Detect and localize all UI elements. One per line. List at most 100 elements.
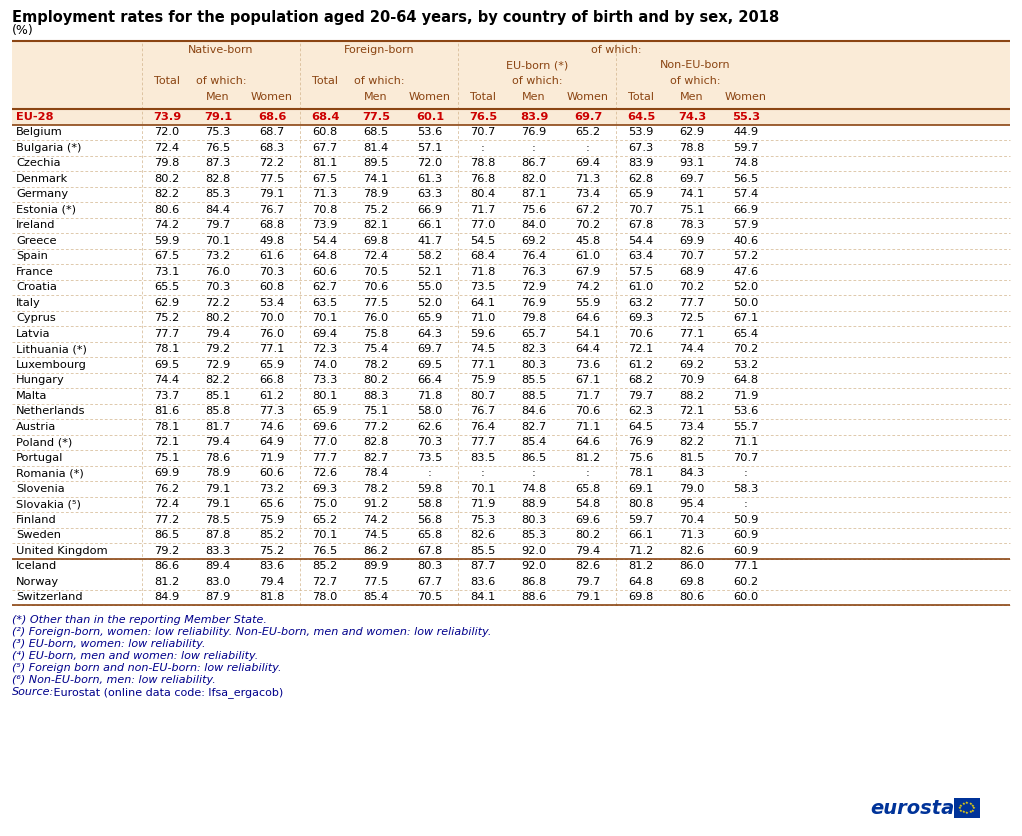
Text: 75.8: 75.8 — [363, 329, 388, 339]
Text: 75.3: 75.3 — [205, 127, 231, 137]
Text: 82.1: 82.1 — [364, 220, 388, 230]
Text: Belgium: Belgium — [16, 127, 62, 137]
Text: 80.2: 80.2 — [575, 530, 601, 540]
Text: 71.1: 71.1 — [734, 437, 758, 447]
Text: 60.9: 60.9 — [734, 546, 758, 556]
Text: 73.4: 73.4 — [680, 421, 704, 431]
Bar — [12, 512, 1010, 528]
Text: 73.2: 73.2 — [260, 484, 284, 494]
Text: (⁴) EU-born, men and women: low reliability.: (⁴) EU-born, men and women: low reliabil… — [12, 651, 259, 661]
Text: 69.2: 69.2 — [680, 359, 704, 370]
Text: 72.0: 72.0 — [154, 127, 180, 137]
Text: 70.4: 70.4 — [680, 515, 704, 525]
Text: Total: Total — [628, 92, 654, 102]
Text: :: : — [428, 468, 432, 478]
Text: 79.1: 79.1 — [205, 484, 231, 494]
Text: 66.8: 66.8 — [260, 375, 284, 385]
Text: 64.8: 64.8 — [313, 252, 337, 261]
Text: 69.7: 69.7 — [417, 344, 443, 354]
Text: 70.3: 70.3 — [205, 283, 231, 293]
Bar — [12, 140, 1010, 155]
Text: Norway: Norway — [16, 577, 59, 587]
Text: 63.4: 63.4 — [629, 252, 653, 261]
Bar — [12, 279, 1010, 295]
Text: 75.6: 75.6 — [629, 453, 654, 463]
Text: Foreign-born: Foreign-born — [343, 45, 414, 55]
Text: 74.4: 74.4 — [680, 344, 704, 354]
Text: 61.6: 61.6 — [260, 252, 284, 261]
Text: 87.1: 87.1 — [521, 189, 547, 199]
Text: 74.1: 74.1 — [364, 174, 388, 184]
Text: 82.6: 82.6 — [680, 546, 704, 556]
Text: 92.0: 92.0 — [521, 561, 547, 571]
Text: 73.4: 73.4 — [575, 189, 601, 199]
Text: Slovakia (⁵): Slovakia (⁵) — [16, 499, 81, 509]
Text: Poland (*): Poland (*) — [16, 437, 73, 447]
Text: 72.3: 72.3 — [313, 344, 337, 354]
Text: 75.1: 75.1 — [680, 205, 705, 215]
Text: 65.8: 65.8 — [417, 530, 443, 540]
Text: 85.3: 85.3 — [205, 189, 231, 199]
Text: 62.6: 62.6 — [418, 421, 443, 431]
Text: Denmark: Denmark — [16, 174, 68, 184]
Text: 75.0: 75.0 — [313, 499, 337, 509]
Text: 78.5: 78.5 — [205, 515, 231, 525]
Text: 66.9: 66.9 — [417, 205, 443, 215]
Text: 60.9: 60.9 — [734, 530, 758, 540]
Text: 67.2: 67.2 — [575, 205, 601, 215]
Text: 77.3: 77.3 — [260, 406, 285, 416]
Text: 65.8: 65.8 — [575, 484, 601, 494]
Text: Germany: Germany — [16, 189, 68, 199]
Text: 72.1: 72.1 — [154, 437, 180, 447]
Text: 77.1: 77.1 — [734, 561, 758, 571]
Text: 84.1: 84.1 — [470, 592, 496, 602]
Text: 70.9: 70.9 — [680, 375, 705, 385]
Text: eurostat: eurostat — [870, 798, 964, 818]
Text: Women: Women — [409, 92, 451, 102]
Text: 77.7: 77.7 — [313, 453, 337, 463]
Text: 71.3: 71.3 — [313, 189, 337, 199]
Text: 79.8: 79.8 — [521, 314, 547, 324]
Text: Total: Total — [470, 92, 496, 102]
Text: :: : — [586, 143, 590, 153]
Text: 64.5: 64.5 — [629, 421, 653, 431]
Text: 70.2: 70.2 — [734, 344, 758, 354]
Text: 75.4: 75.4 — [364, 344, 388, 354]
Text: EU-born (*): EU-born (*) — [506, 60, 568, 70]
Text: 88.9: 88.9 — [521, 499, 547, 509]
Text: ★: ★ — [972, 806, 976, 810]
Text: 61.2: 61.2 — [260, 390, 284, 400]
Text: 77.7: 77.7 — [470, 437, 496, 447]
Bar — [12, 341, 1010, 357]
Text: 78.9: 78.9 — [205, 468, 231, 478]
Text: 78.8: 78.8 — [470, 158, 496, 168]
Text: ★: ★ — [965, 811, 969, 815]
Text: 57.5: 57.5 — [629, 267, 654, 277]
Text: 86.5: 86.5 — [154, 530, 180, 540]
Text: :: : — [532, 468, 536, 478]
Text: 72.7: 72.7 — [313, 577, 337, 587]
Text: 80.6: 80.6 — [154, 205, 180, 215]
Text: 76.5: 76.5 — [469, 112, 497, 122]
Text: Spain: Spain — [16, 252, 48, 261]
Bar — [12, 373, 1010, 388]
Text: 85.5: 85.5 — [521, 375, 547, 385]
Text: 59.9: 59.9 — [154, 236, 180, 246]
Text: 64.6: 64.6 — [575, 314, 601, 324]
Text: Lithuania (*): Lithuania (*) — [16, 344, 87, 354]
Text: 74.1: 74.1 — [680, 189, 704, 199]
Text: 70.7: 70.7 — [734, 453, 758, 463]
Text: 74.5: 74.5 — [364, 530, 388, 540]
Text: of which:: of which: — [669, 76, 721, 86]
Text: 62.9: 62.9 — [680, 127, 704, 137]
Text: 66.4: 66.4 — [418, 375, 443, 385]
Text: Estonia (*): Estonia (*) — [16, 205, 76, 215]
Text: Total: Total — [312, 76, 338, 86]
Text: 70.7: 70.7 — [629, 205, 654, 215]
Text: 82.6: 82.6 — [575, 561, 601, 571]
Text: 68.7: 68.7 — [260, 127, 284, 137]
Text: 67.3: 67.3 — [629, 143, 654, 153]
Text: 80.3: 80.3 — [417, 561, 443, 571]
Text: 89.4: 89.4 — [205, 561, 231, 571]
Text: 70.8: 70.8 — [313, 205, 337, 215]
